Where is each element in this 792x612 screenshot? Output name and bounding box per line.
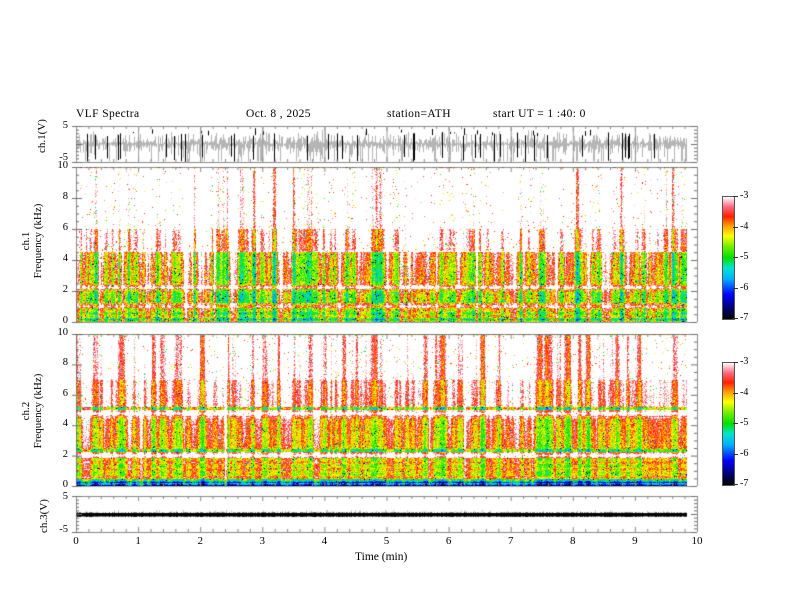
- x-tick-label: 6: [445, 535, 452, 547]
- freq-tick-label: 4: [62, 418, 68, 430]
- freq-tick-label: 0: [62, 479, 68, 490]
- ch2-spectrogram-panel: [76, 334, 697, 486]
- freq-tick-label: 10: [57, 327, 69, 338]
- ch1-spectrogram-panel: [76, 167, 697, 322]
- ch3-volt-tick-hi: 5: [62, 491, 68, 502]
- colorbar-tick-label: -6: [740, 447, 749, 459]
- x-tick-label: 4: [321, 535, 328, 547]
- colorbar-tick: [733, 392, 738, 394]
- colorbar-tick-label: -4: [740, 220, 749, 232]
- freq-tick-label: 2: [62, 448, 68, 460]
- colorbar-tick: [733, 318, 738, 319]
- colorbar-tick-label: -7: [740, 312, 749, 323]
- colorbar-tick-label: -3: [740, 356, 749, 367]
- ch2-spec-ylabel-frequency: Frequency (kHz): [32, 373, 44, 449]
- ch1-volt-tick-hi: 5: [62, 120, 68, 131]
- colorbar-tick: [733, 423, 738, 424]
- ch1-waveform-panel: [76, 126, 697, 162]
- colorbar-tick-label: -5: [740, 251, 749, 262]
- ch2-spec-ylabel-channel: ch.2: [20, 401, 32, 421]
- freq-tick-label: 10: [57, 160, 69, 171]
- x-tick-label: 3: [259, 535, 266, 547]
- colorbar-ch1-gradient: [722, 196, 735, 320]
- freq-tick-label: 2: [62, 284, 68, 295]
- colorbar-tick: [733, 226, 738, 228]
- colorbar-tick-label: -7: [740, 478, 749, 489]
- freq-tick-label: 4: [62, 253, 68, 264]
- freq-tick-label: 6: [62, 222, 68, 233]
- colorbar-tick: [733, 484, 738, 485]
- colorbar-ch2-gradient: [722, 362, 735, 486]
- colorbar-tick: [733, 196, 738, 197]
- ch3-volt-tick-lo: -5: [59, 524, 68, 535]
- ch1-spec-ylabel-channel: ch.1: [20, 231, 32, 251]
- colorbar-ch1: -3-4-5-6-7 log(PSD)(V^2/Hz): [722, 190, 792, 323]
- header-title: VLF Spectra: [76, 108, 140, 120]
- freq-tick-label: 8: [62, 357, 68, 369]
- colorbar-tick-label: -3: [740, 190, 749, 201]
- x-tick-label: 1: [135, 535, 141, 547]
- header-start-ut: start UT = 1 :40: 0: [493, 108, 586, 120]
- x-tick-label: 2: [197, 535, 203, 547]
- x-tick-label: 7: [507, 535, 514, 547]
- x-axis-title: Time (min): [355, 551, 408, 563]
- x-tick-label: 0: [73, 535, 79, 547]
- x-tick-label: 8: [570, 535, 576, 547]
- colorbar-ch2: -3-4-5-6-7 log(PSD)(V^2/Hz): [722, 356, 792, 489]
- colorbar-tick: [733, 257, 738, 258]
- colorbar-tick-label: -6: [740, 281, 749, 293]
- x-tick-label: 10: [691, 535, 703, 547]
- colorbar-tick-label: -4: [740, 386, 749, 398]
- colorbar-tick: [733, 453, 738, 455]
- x-tick-label: 9: [632, 535, 638, 547]
- colorbar-tick: [733, 287, 738, 289]
- header-date: Oct. 8 , 2025: [246, 108, 311, 120]
- ch1-spec-ylabel-frequency: Frequency (kHz): [32, 203, 44, 279]
- header-station: station=ATH: [387, 108, 451, 120]
- freq-tick-label: 0: [62, 315, 68, 326]
- x-tick-label: 5: [383, 535, 390, 547]
- colorbar-tick: [733, 362, 738, 363]
- colorbar-tick-label: -5: [740, 417, 749, 428]
- freq-tick-label: 6: [62, 387, 68, 399]
- ch3-waveform-panel: [76, 496, 697, 532]
- freq-tick-label: 8: [62, 191, 68, 202]
